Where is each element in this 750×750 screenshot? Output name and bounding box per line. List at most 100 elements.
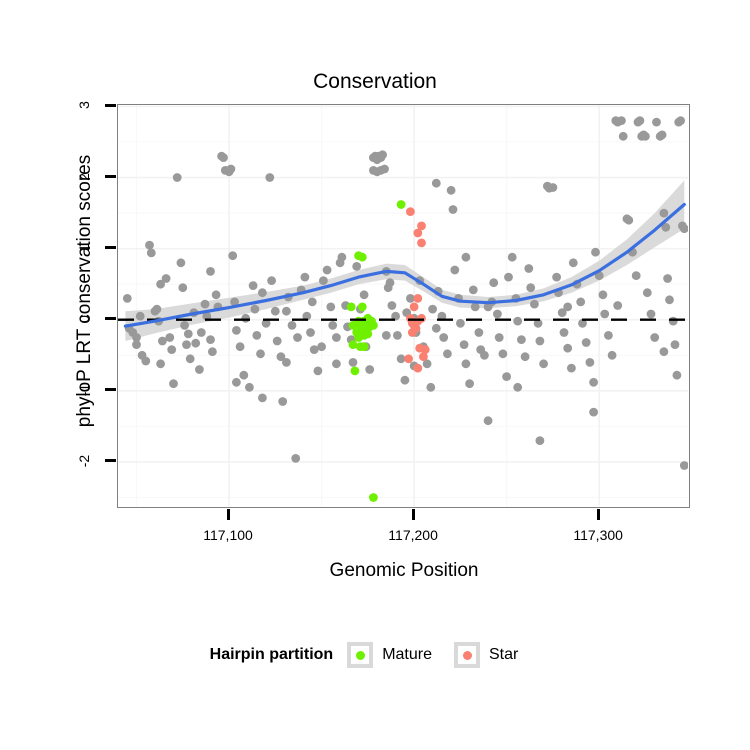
x-tick-mark [596, 509, 600, 520]
data-point [245, 382, 254, 392]
data-point [563, 343, 573, 353]
data-point [287, 321, 297, 330]
data-point [567, 363, 576, 373]
legend-key-star[interactable] [454, 642, 480, 668]
data-point [156, 279, 165, 289]
data-point [202, 311, 212, 321]
data-point [431, 178, 441, 188]
y-axis-title: phyloP LRT conservation scores [74, 154, 95, 428]
data-point [261, 318, 271, 328]
data-point [132, 333, 141, 342]
data-point [302, 311, 312, 321]
data-point [631, 271, 641, 280]
data-point [468, 285, 478, 295]
y-tick-label: 0 [76, 314, 92, 323]
legend-key-mature[interactable] [347, 642, 374, 668]
data-point [513, 316, 523, 326]
data-point [228, 251, 238, 261]
data-point [208, 347, 217, 357]
data-point [676, 116, 685, 125]
data-point [459, 340, 469, 349]
data-point [563, 302, 573, 312]
data-point [196, 328, 206, 337]
data-point [483, 416, 493, 426]
y-tick-label: 3 [76, 101, 92, 110]
data-point [354, 333, 363, 342]
data-point [652, 117, 661, 127]
y-tick-mark [105, 175, 116, 179]
data-point [365, 365, 375, 374]
data-point [307, 297, 317, 307]
data-point [161, 274, 171, 283]
data-point [387, 301, 397, 310]
data-point [578, 318, 587, 328]
data-point [524, 264, 534, 273]
data-point [409, 302, 419, 312]
data-point [337, 252, 347, 262]
data-point [332, 333, 341, 342]
data-point [446, 185, 456, 195]
data-point [265, 173, 275, 182]
legend-label-star: Star [489, 646, 519, 663]
data-point [456, 318, 465, 328]
data-point [591, 247, 600, 257]
y-tick-mark [105, 317, 116, 321]
data-point [607, 350, 617, 360]
data-point [328, 321, 338, 330]
data-point [165, 333, 175, 342]
data-point [252, 331, 262, 340]
data-point [145, 240, 154, 250]
data-point [258, 393, 267, 403]
data-point [319, 276, 328, 285]
data-point [369, 321, 378, 330]
data-point [670, 340, 680, 349]
data-point [657, 130, 667, 140]
legend: Hairpin partition Mature Star [0, 642, 750, 668]
data-point [613, 301, 623, 310]
data-point [480, 350, 489, 360]
data-point [513, 382, 523, 392]
data-point [391, 311, 400, 321]
series-mature [346, 200, 406, 502]
data-point [589, 377, 598, 387]
data-point [672, 370, 682, 380]
data-point [450, 265, 460, 275]
data-point [428, 304, 437, 314]
data-point [618, 131, 628, 141]
y-tick-mark [105, 103, 116, 107]
data-point [535, 336, 545, 346]
data-point [258, 288, 267, 298]
data-point [679, 461, 688, 470]
data-point [350, 366, 360, 376]
data-point [548, 183, 558, 192]
data-point [206, 267, 215, 276]
y-tick-label: -2 [76, 454, 92, 468]
y-tick-mark [105, 246, 116, 250]
data-point [431, 323, 441, 333]
data-point [417, 221, 426, 231]
data-point [568, 258, 578, 268]
data-point [132, 340, 141, 349]
data-point [419, 352, 428, 362]
data-point [668, 316, 678, 326]
data-point [206, 335, 215, 344]
data-point [332, 359, 341, 369]
legend-swatch-dot [355, 650, 365, 660]
data-point [276, 352, 286, 362]
data-point [381, 331, 391, 340]
data-point [393, 331, 402, 340]
data-point [665, 295, 674, 305]
data-point [309, 345, 319, 354]
data-point [489, 278, 499, 288]
data-point [617, 116, 626, 125]
data-point [413, 294, 423, 303]
data-point [635, 116, 645, 125]
legend-swatch-dot [462, 650, 472, 660]
data-point [461, 359, 471, 369]
y-tick-label: 1 [76, 243, 92, 252]
data-point [282, 358, 291, 367]
data-point [461, 252, 471, 262]
data-point [300, 272, 310, 282]
data-point [122, 294, 132, 303]
data-point [604, 331, 613, 340]
